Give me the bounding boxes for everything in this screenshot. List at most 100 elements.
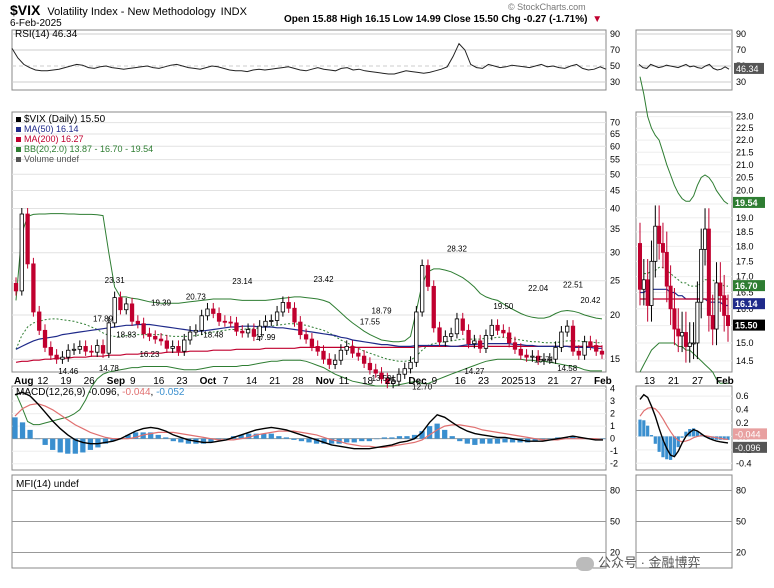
price-annotation: 14.46 bbox=[58, 367, 79, 376]
macd-tick-label: -2 bbox=[610, 459, 618, 469]
price-annotation: 23.31 bbox=[105, 276, 126, 285]
macd-histogram-bar bbox=[411, 434, 418, 439]
candle-body bbox=[77, 346, 82, 350]
macd-histogram-bar bbox=[396, 436, 403, 439]
rsi-zoom-tick-label: 30 bbox=[736, 77, 746, 87]
zoom-candle-body bbox=[653, 225, 658, 262]
date-label: 9 bbox=[432, 376, 438, 387]
price-legend-swatch bbox=[16, 147, 21, 152]
date-label: Oct bbox=[200, 376, 217, 387]
candle-body bbox=[385, 378, 390, 384]
macd-histogram-bar bbox=[261, 433, 267, 439]
macd-badge bbox=[733, 441, 767, 453]
zoom-candle-body bbox=[687, 342, 692, 347]
price-tick-label: 45 bbox=[610, 185, 620, 195]
candle-body bbox=[182, 339, 187, 352]
candle-body bbox=[89, 350, 94, 353]
candle-body bbox=[48, 346, 53, 356]
zoom-macd-tick-label: 0.2 bbox=[736, 418, 749, 428]
macd-histogram-bar bbox=[19, 422, 26, 439]
macd-histogram-bar bbox=[283, 437, 290, 439]
mfi-tick-label: 20 bbox=[610, 548, 620, 558]
zoom-candle-body bbox=[722, 295, 727, 316]
macd-histogram-bar bbox=[351, 438, 357, 443]
zoom-date-label: 27 bbox=[692, 376, 704, 387]
candle-body bbox=[361, 355, 367, 364]
candle-body bbox=[251, 329, 257, 337]
ohlc-values: Open 15.88 High 16.15 Low 14.99 Close 15… bbox=[284, 14, 588, 25]
rsi-tick-label: 90 bbox=[610, 29, 620, 39]
price-tick-label: 20 bbox=[610, 310, 620, 320]
zoom-price-tick-label: 17.0 bbox=[736, 272, 754, 282]
zoom-macd-tick-label: 0.4 bbox=[736, 405, 749, 415]
candle-body bbox=[315, 346, 320, 352]
price-badge-label: 15.50 bbox=[735, 321, 758, 331]
candle-body bbox=[274, 311, 280, 321]
price-annotation: 19.50 bbox=[493, 302, 514, 311]
zoom-candle-body bbox=[641, 279, 646, 290]
zoom-bb-lower-line bbox=[639, 342, 728, 384]
candle-body bbox=[158, 338, 164, 342]
price-tick-label: 55 bbox=[610, 155, 620, 165]
macd-histogram-bar bbox=[102, 438, 109, 444]
macd-legend-value: -0.052 bbox=[156, 387, 185, 398]
macd-histogram-bar bbox=[215, 438, 222, 440]
candle-body bbox=[489, 324, 494, 336]
index-name: Volatility Index - New Methodology bbox=[47, 6, 216, 18]
zoom-candle-body bbox=[699, 248, 704, 303]
candle-body bbox=[60, 356, 65, 360]
rsi-last-label: 46.34 bbox=[736, 64, 759, 74]
price-annotation: 13.59 bbox=[372, 374, 393, 383]
candle-body bbox=[298, 321, 303, 336]
zoom-macd-histogram-bar bbox=[638, 419, 642, 437]
candle-body bbox=[176, 346, 181, 352]
zoom-price-tick-label: 16.5 bbox=[736, 287, 754, 297]
macd-histogram-bar bbox=[547, 438, 553, 440]
zoom-price-tick-label: 15.0 bbox=[736, 338, 754, 348]
price-badge bbox=[733, 196, 765, 208]
candle-body bbox=[240, 330, 245, 334]
zoom-macd-histogram-bar bbox=[672, 436, 677, 456]
candle-body bbox=[205, 308, 210, 317]
macd-histogram-bar bbox=[268, 433, 274, 439]
macd-histogram-bar bbox=[366, 438, 372, 442]
price-legend-swatch bbox=[16, 157, 21, 162]
candle-body bbox=[83, 346, 88, 352]
candle-body bbox=[263, 320, 268, 327]
macd-histogram-bar bbox=[200, 438, 207, 444]
zoom-candle-body bbox=[638, 243, 643, 290]
macd-histogram-bar bbox=[600, 438, 606, 440]
candle-body bbox=[512, 342, 518, 350]
zoom-macd-histogram-bar bbox=[680, 436, 684, 438]
bb-upper-line bbox=[15, 213, 603, 343]
date-label: 16 bbox=[455, 376, 467, 387]
mfi-tick-label: 50 bbox=[610, 517, 620, 527]
price-legend-swatch bbox=[16, 137, 21, 142]
zoom-macd-histogram-bar bbox=[661, 436, 665, 458]
rsi-zoom-tick-label: 70 bbox=[736, 45, 746, 55]
candle-body bbox=[367, 362, 373, 371]
macd-histogram-bar bbox=[449, 436, 455, 439]
candle-body bbox=[112, 297, 117, 324]
zoom-candle-body bbox=[657, 225, 662, 244]
zoom-price-tick-label: 17.5 bbox=[736, 256, 754, 266]
date-label: 13 bbox=[524, 376, 536, 387]
date-label: 7 bbox=[223, 376, 229, 387]
price-tick-label: 40 bbox=[610, 204, 620, 214]
macd-histogram-bar bbox=[148, 432, 154, 439]
candle-body bbox=[187, 331, 193, 341]
candle-body bbox=[164, 340, 169, 349]
macd-tick-label: 2 bbox=[610, 409, 615, 419]
candle-body bbox=[37, 311, 42, 331]
macd-legend: MACD(12,26,9) -0.096, -0.044, -0.052 bbox=[16, 387, 185, 398]
candle-body bbox=[42, 329, 48, 348]
footer-brand: 公众号 · 金融博弈 bbox=[576, 552, 701, 571]
candle-body bbox=[356, 352, 361, 357]
zoom-candle-body bbox=[645, 279, 650, 306]
macd-signal-line bbox=[14, 402, 604, 448]
bb-lower-line bbox=[15, 358, 602, 426]
macd-histogram-bar bbox=[494, 438, 501, 444]
date-label: 23 bbox=[478, 376, 490, 387]
macd-histogram-bar bbox=[57, 438, 63, 453]
